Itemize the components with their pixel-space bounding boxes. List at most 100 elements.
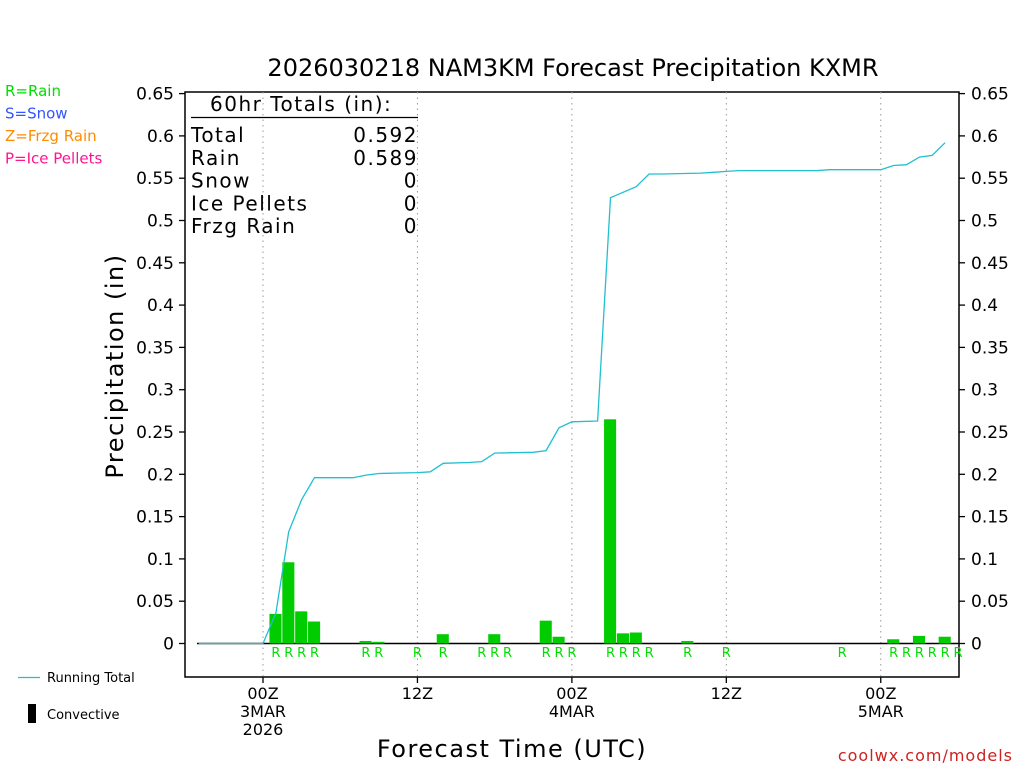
running-total-line [198, 142, 946, 645]
totals-row-label: Total [190, 123, 245, 147]
totals-row-value: 0 [404, 214, 418, 238]
rain-marker: R [361, 646, 370, 661]
rain-marker: R [297, 646, 306, 661]
totals-row-value: 0 [404, 191, 418, 215]
x-tick-label: 00Z [556, 684, 587, 703]
y-tick-label: 0.2 [971, 465, 998, 485]
totals-header: 60hr Totals (in): [210, 92, 392, 116]
rain-marker: R [606, 646, 615, 661]
precip-bar [552, 636, 565, 644]
rain-marker: R [902, 646, 911, 661]
y-tick-label: 0.35 [971, 338, 1009, 358]
rain-marker: R [722, 646, 731, 661]
vertical-gridlines [262, 92, 882, 677]
y-tick-label: 0.55 [971, 169, 1009, 189]
totals-row-label: Ice Pellets [191, 191, 308, 215]
precip-type-legend: R=Rain S=Snow Z=Frzg Rain P=Ice Pellets [5, 82, 102, 168]
rain-marker: R [619, 646, 628, 661]
rain-marker: R [477, 646, 486, 661]
x-tick-label: 2026 [243, 720, 284, 739]
rain-marker: R [310, 646, 319, 661]
convective-legend-label: Convective [47, 708, 120, 723]
precip-bar [282, 562, 295, 644]
totals-row-value: 0.589 [353, 146, 418, 170]
totals-row-value: 0 [404, 169, 418, 193]
rain-marker: R [632, 646, 641, 661]
y-tick-label: 0.3 [147, 381, 174, 401]
precip-bar [436, 634, 449, 644]
rain-marker: R [413, 646, 422, 661]
rain-marker: R [284, 646, 293, 661]
totals-box: 60hr Totals (in): Total 0.592 Rain 0.589 Sno… [190, 92, 418, 238]
y-tick-label: 0.65 [971, 85, 1009, 105]
y-tick-label: 0.65 [136, 85, 174, 105]
rain-marker: R [490, 646, 499, 661]
x-tick-label: 00Z [865, 684, 896, 703]
y-tick-label: 0.55 [136, 169, 174, 189]
y-tick-label: 0.35 [136, 338, 174, 358]
x-tick-label: 12Z [711, 684, 742, 703]
y-tick-label: 0.2 [147, 465, 174, 485]
totals-row-value: 0.592 [353, 123, 418, 147]
rain-marker: R [542, 646, 551, 661]
y-tick-label: 0.4 [147, 296, 174, 316]
rain-marker: R [439, 646, 448, 661]
x-tick-label: 5MAR [858, 702, 904, 721]
precip-legend-item: S=Snow [5, 105, 68, 123]
rain-marker: R [953, 646, 962, 661]
rain-marker: R [889, 646, 898, 661]
series-legend: Running Total Convective [18, 671, 135, 723]
rain-marker: R [554, 646, 563, 661]
y-tick-label: 0.45 [971, 254, 1009, 274]
y-tick-label: 0.05 [971, 592, 1009, 612]
precip-bar [616, 633, 629, 644]
precip-legend-item: P=Ice Pellets [5, 150, 102, 168]
y-tick-label: 0.25 [136, 423, 174, 443]
precip-legend-item: R=Rain [5, 82, 61, 100]
precip-bar [359, 640, 372, 644]
x-tick-label: 3MAR [240, 702, 286, 721]
rain-marker: R [645, 646, 654, 661]
precip-bar [604, 419, 617, 644]
rain-marker: R [567, 646, 576, 661]
y-tick-label: 0.15 [136, 508, 174, 528]
rain-marker: R [683, 646, 692, 661]
y-tick-label: 0.5 [971, 212, 998, 232]
rain-marker: R [271, 646, 280, 661]
y-tick-label: 0.3 [971, 381, 998, 401]
precip-bar [938, 636, 951, 644]
y-tick-label: 0.6 [971, 127, 998, 147]
x-tick-label: 4MAR [549, 702, 595, 721]
rain-marker: R [915, 646, 924, 661]
totals-row-label: Rain [191, 146, 241, 170]
y-tick-label: 0.5 [147, 212, 174, 232]
x-tick-label: 12Z [402, 684, 433, 703]
y-tick-label: 0.05 [136, 592, 174, 612]
precip-bar [629, 632, 642, 644]
totals-row-label: Frzg Rain [191, 214, 296, 238]
y-tick-label: 0.45 [136, 254, 174, 274]
running-total-legend-label: Running Total [47, 671, 135, 686]
y-axis-label: Precipitation (in) [101, 253, 129, 478]
y-axis-left: 0 0.05 0.1 0.15 0.2 0.25 0.3 0.35 0.4 0.45 0.5 0.55… [136, 85, 185, 655]
rain-marker: R [838, 646, 847, 661]
precip-bar [269, 613, 282, 644]
precip-legend-item: Z=Frzg Rain [5, 127, 97, 145]
y-axis-right: 0 0.05 0.1 0.15 0.2 0.25 0.3 0.35 0.4 0.45 0.5 0.55… [959, 85, 1009, 655]
precip-bar [488, 634, 501, 644]
x-tick-label: 00Z [247, 684, 278, 703]
rain-marker: R [928, 646, 937, 661]
y-tick-label: 0.15 [971, 508, 1009, 528]
rain-marker: R [503, 646, 512, 661]
precip-bar [887, 639, 900, 644]
hourly-precip-bars [269, 419, 951, 644]
rain-marker: R [374, 646, 383, 661]
y-tick-label: 0.1 [147, 550, 174, 570]
y-tick-label: 0 [971, 635, 982, 655]
y-tick-label: 0.25 [971, 423, 1009, 443]
precip-bar [372, 641, 385, 644]
y-tick-label: 0.1 [971, 550, 998, 570]
